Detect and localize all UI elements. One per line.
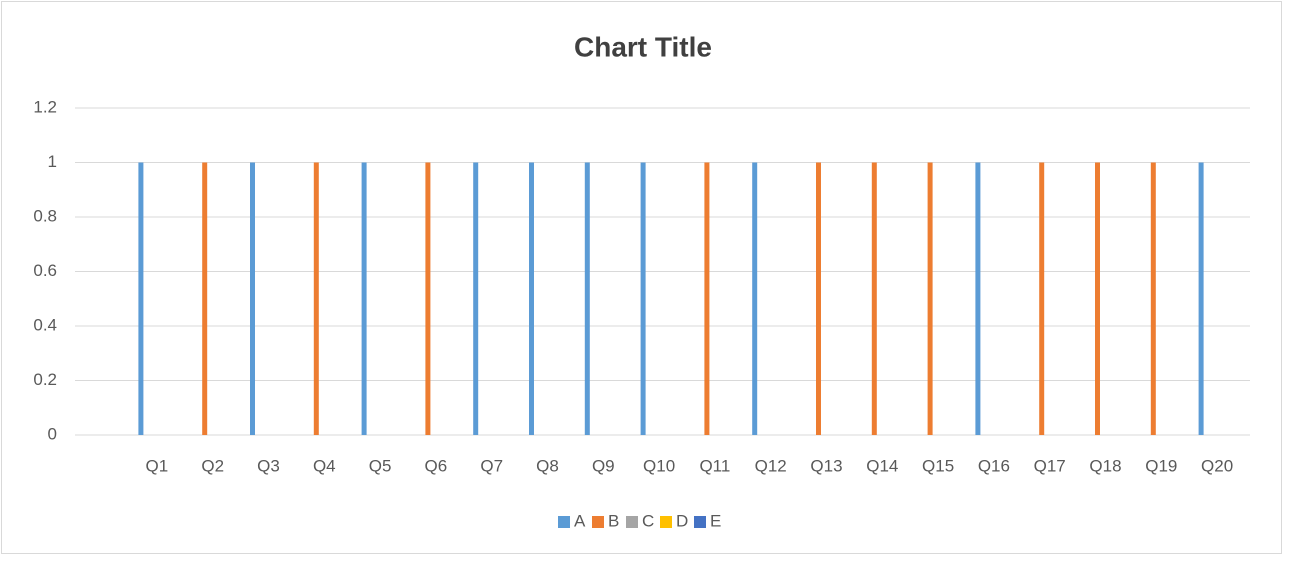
bar	[927, 162, 933, 435]
legend-label: B	[608, 511, 619, 530]
x-tick-label: Q19	[1145, 456, 1177, 475]
bar	[752, 162, 758, 435]
x-tick-label: Q14	[866, 456, 898, 475]
y-tick-label: 0.8	[33, 206, 57, 225]
x-tick-label: Q13	[810, 456, 842, 475]
bar	[361, 162, 367, 435]
bar	[975, 162, 981, 435]
x-tick-label: Q15	[922, 456, 954, 475]
legend-label: C	[642, 511, 654, 530]
bar	[1198, 162, 1204, 435]
bar	[473, 162, 479, 435]
legend-label: D	[676, 511, 688, 530]
bar	[704, 162, 710, 435]
x-tick-label: Q3	[257, 456, 280, 475]
x-tick-label: Q7	[480, 456, 503, 475]
x-tick-label: Q18	[1089, 456, 1121, 475]
x-tick-label: Q4	[313, 456, 336, 475]
bar	[250, 162, 255, 435]
chart-title: Chart Title	[574, 31, 712, 62]
x-tick-label: Q11	[699, 456, 730, 475]
x-tick-label: Q8	[536, 456, 559, 475]
bar	[425, 162, 431, 435]
y-tick-label: 1.2	[33, 97, 57, 116]
legend-label: E	[710, 511, 721, 530]
legend-swatch	[626, 516, 638, 528]
x-tick-label: Q1	[146, 456, 169, 475]
bar	[584, 162, 590, 435]
bar	[529, 162, 534, 435]
bar	[138, 162, 144, 435]
y-tick-label: 0.6	[33, 261, 57, 280]
y-tick-label: 0	[48, 424, 57, 443]
x-tick-label: Q17	[1034, 456, 1066, 475]
x-tick-label: Q16	[978, 456, 1010, 475]
x-tick-label: Q12	[755, 456, 787, 475]
legend-swatch	[660, 516, 672, 528]
bar	[1039, 162, 1045, 435]
bar	[313, 162, 319, 435]
x-tick-label: Q10	[643, 456, 675, 475]
x-tick-label: Q2	[201, 456, 224, 475]
bar	[1095, 162, 1100, 435]
x-tick-label: Q20	[1201, 456, 1233, 475]
y-tick-label: 0.2	[33, 370, 57, 389]
x-tick-label: Q6	[425, 456, 448, 475]
bar	[202, 162, 208, 435]
y-tick-label: 0.4	[33, 315, 57, 334]
legend-swatch	[558, 516, 570, 528]
bar	[871, 162, 877, 435]
legend-swatch	[694, 516, 706, 528]
bar	[816, 162, 821, 435]
x-tick-label: Q9	[592, 456, 615, 475]
y-tick-label: 1	[48, 152, 57, 171]
bar	[640, 162, 646, 435]
legend-label: A	[574, 511, 586, 530]
bar	[1150, 162, 1156, 435]
x-tick-label: Q5	[369, 456, 392, 475]
legend-swatch	[592, 516, 604, 528]
